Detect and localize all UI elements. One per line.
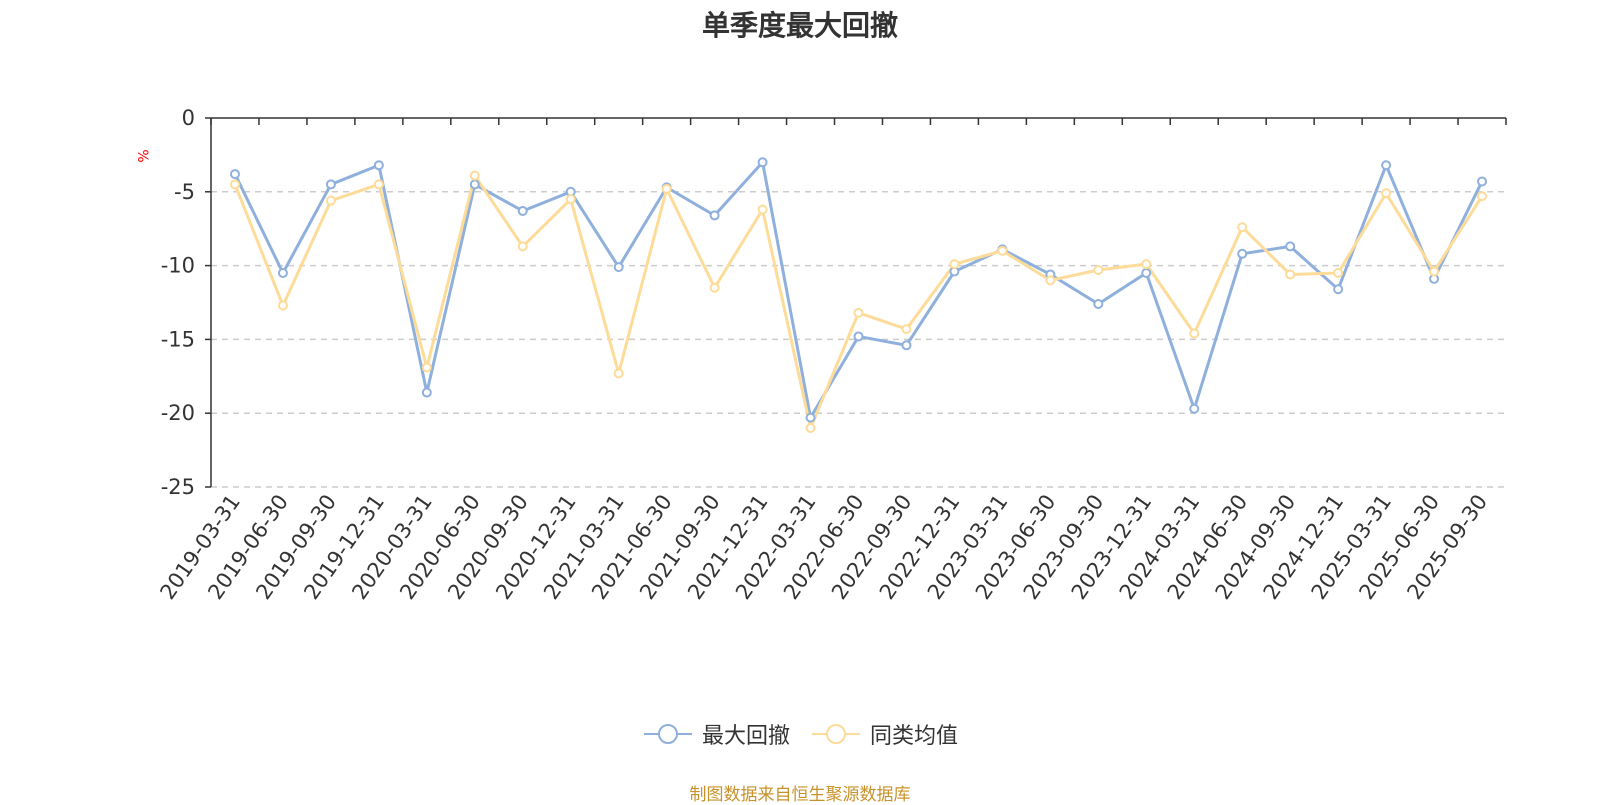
series-1-point-19 (1141, 267, 1152, 278)
source-note: 制图数据来自恒生聚源数据库 (689, 785, 911, 805)
legend-marker-series-1 (643, 724, 692, 744)
series-line-2 (233, 174, 1484, 430)
series-2-point-21 (1237, 222, 1248, 233)
series-2-point-11 (757, 204, 768, 215)
series-1-point-24 (1381, 160, 1392, 171)
grid-lines (211, 191, 1506, 488)
series-1-point-0 (229, 169, 240, 180)
y-tick-label-3: -15 (161, 327, 195, 351)
series-1-point-5 (469, 179, 480, 190)
chart-title: 单季度最大回撤 (701, 9, 898, 42)
series-1-point-6 (517, 205, 528, 216)
legend-marker-series-2 (812, 724, 860, 744)
series-1-point-4 (421, 387, 432, 398)
series-2-point-12 (805, 422, 816, 433)
series-1-point-3 (373, 160, 384, 171)
series-1-point-10 (709, 210, 720, 221)
series-1-point-13 (853, 331, 864, 342)
series-2-point-13 (853, 307, 864, 318)
series-1-point-18 (1093, 298, 1104, 309)
y-tick-label-1: -5 (174, 180, 195, 204)
y-tick-label-0: 0 (182, 106, 195, 130)
line-chart: 0 -5 -10 -15 -20 -25 2019-03-312019-06-302019… (155, 106, 1507, 604)
series-1-point-21 (1237, 248, 1248, 259)
series-1-point-11 (757, 157, 768, 168)
y-tick-labels: 0 -5 -10 -15 -20 -25 (161, 106, 195, 499)
series-2-point-17 (1045, 275, 1056, 286)
series-2-point-2 (325, 195, 336, 206)
legend-label-series-1: 最大回撤 (701, 724, 790, 749)
series-2-point-9 (661, 183, 672, 194)
series-line-1 (233, 160, 1484, 420)
series-2-point-4 (421, 362, 432, 373)
series-2-point-19 (1141, 259, 1152, 270)
series-2-point-1 (277, 300, 288, 311)
legend-item-series-1[interactable]: 最大回撤 (642, 718, 790, 750)
series-2-point-24 (1381, 188, 1392, 199)
series-2-point-7 (565, 194, 576, 205)
series-2-point-15 (949, 259, 960, 270)
series-2-point-6 (517, 241, 528, 252)
series-1-point-8 (613, 262, 624, 273)
series-1-point-22 (1285, 241, 1296, 252)
legend-item-series-2[interactable]: 同类均值 (810, 718, 958, 750)
series-2-point-22 (1285, 269, 1296, 280)
series-2-point-0 (229, 179, 240, 190)
series-1-point-12 (805, 412, 816, 423)
series-1-point-20 (1189, 403, 1200, 414)
series-2-point-20 (1189, 328, 1200, 339)
y-tick-label-5: -25 (161, 475, 195, 499)
series-2-point-10 (709, 282, 720, 293)
series-2-point-3 (373, 179, 384, 190)
series-2-point-5 (469, 170, 480, 181)
series-2-point-26 (1477, 191, 1488, 202)
series-1-point-26 (1477, 176, 1488, 187)
y-tick-label-2: -10 (161, 254, 195, 278)
series-1-point-2 (325, 179, 336, 190)
y-tick-label-4: -20 (161, 401, 195, 425)
series-2-point-18 (1093, 265, 1104, 276)
series-2-point-16 (997, 245, 1008, 256)
series-2-point-23 (1333, 267, 1344, 278)
series-1-point-1 (277, 267, 288, 278)
series-2-point-8 (613, 368, 624, 379)
series-1-point-23 (1333, 284, 1344, 295)
series-1-point-14 (901, 340, 912, 351)
series-2-point-14 (901, 324, 912, 335)
series-2-point-25 (1429, 266, 1440, 277)
axes (205, 117, 1507, 488)
legend: 最大回撤 同类均值 (0, 718, 1600, 750)
legend-label-series-2: 同类均值 (870, 724, 959, 749)
series-lines (229, 157, 1488, 433)
x-tick-labels: 2019-03-312019-06-302019-09-302019-12-31… (155, 490, 1492, 604)
